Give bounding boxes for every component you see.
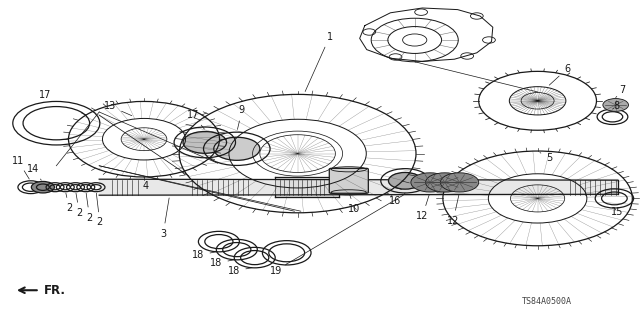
Text: 19: 19 [270,264,287,276]
Text: 7: 7 [616,85,626,98]
Text: 12: 12 [447,195,460,226]
Text: FR.: FR. [44,284,65,297]
Text: 8: 8 [612,101,620,111]
Text: TS84A0500A: TS84A0500A [522,297,572,306]
Circle shape [411,173,449,192]
Circle shape [214,137,260,160]
Circle shape [426,173,464,192]
Text: 17: 17 [187,110,204,129]
Text: 16: 16 [389,193,405,206]
Text: 2: 2 [97,193,103,228]
Text: 13: 13 [104,101,132,116]
Text: 6: 6 [549,64,570,85]
Circle shape [603,99,628,111]
Text: 1: 1 [305,32,333,92]
Circle shape [31,181,54,193]
Text: 4: 4 [143,177,149,191]
Text: 11: 11 [12,156,29,179]
Text: 9: 9 [237,105,245,130]
Text: 2: 2 [86,193,93,223]
Circle shape [183,132,227,153]
Text: 5: 5 [540,153,552,164]
Text: 18: 18 [192,250,216,260]
Text: 2: 2 [76,193,83,218]
FancyBboxPatch shape [330,168,369,193]
Text: 10: 10 [348,195,361,214]
Text: 3: 3 [160,198,169,239]
Text: 12: 12 [416,195,429,221]
Text: 18: 18 [210,258,234,268]
Circle shape [388,172,422,189]
Text: 2: 2 [66,193,72,213]
Circle shape [440,173,479,192]
Text: 15: 15 [611,207,624,217]
Text: 14: 14 [27,164,41,180]
Text: 17: 17 [38,90,56,101]
Text: 18: 18 [228,266,252,276]
